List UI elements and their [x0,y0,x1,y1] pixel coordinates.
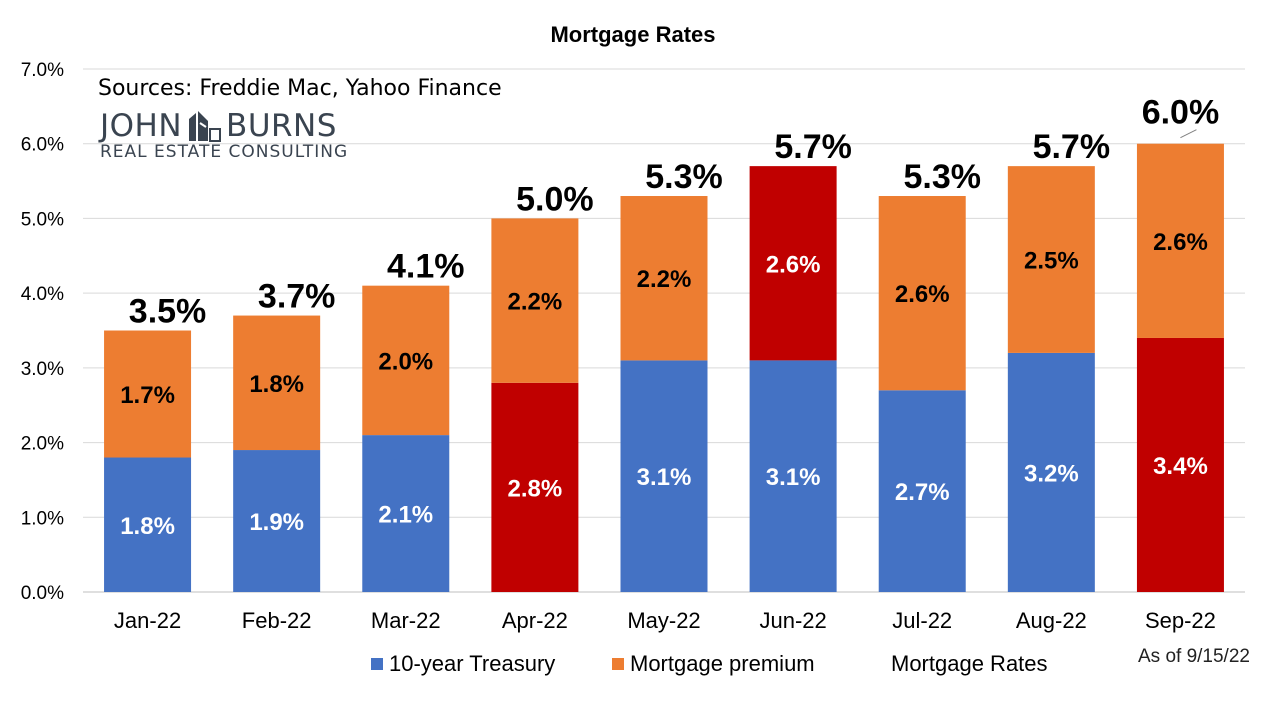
bar-treasury [104,457,192,592]
bar-premium [362,285,450,436]
legend-swatch-treasury [371,658,383,670]
data-label-premium: 2.6% [1153,229,1208,256]
bar-treasury [233,450,321,592]
bar-treasury [749,360,837,592]
x-tick-label: Apr-22 [502,608,568,633]
bar-premium [1136,143,1224,338]
bar-premium [878,196,966,391]
chart-title: Mortgage Rates [550,22,715,47]
bar-treasury [620,360,708,592]
x-tick-label: Feb-22 [242,608,312,633]
bar-treasury [1136,337,1224,592]
bar-treasury [1007,352,1095,592]
as-of-date: As of 9/15/22 [1138,646,1250,667]
logo-text-john: JOHN [100,108,183,144]
y-tick-label: 0.0% [21,583,64,604]
bar-premium [620,196,708,361]
legend-label-treasury: 10-year Treasury [389,651,555,676]
y-tick-label: 4.0% [21,284,64,305]
legend-label-premium: Mortgage premium [630,651,815,676]
data-label-treasury: 3.2% [1024,460,1079,487]
data-label-treasury: 2.7% [895,479,950,506]
data-label-premium: 1.7% [120,382,175,409]
legend-swatch-premium [612,658,624,670]
total-label: 5.7% [774,128,852,166]
total-label: 5.3% [903,158,981,196]
data-label-premium: 2.6% [895,281,950,308]
data-label-premium: 1.8% [249,371,304,398]
bar-premium [233,315,321,451]
bar-premium [749,166,837,361]
bar-treasury [878,390,966,592]
y-tick-label: 1.0% [21,508,64,529]
y-tick-label: 5.0% [21,209,64,230]
x-tick-label: Jan-22 [114,608,181,633]
data-label-premium: 2.5% [1024,248,1079,275]
logo-subtitle: REAL ESTATE CONSULTING [100,142,349,162]
logo-text-burns: BURNS [226,108,337,144]
data-label-treasury: 1.8% [120,513,175,540]
building-icon [189,111,222,142]
y-tick-label: 7.0% [21,60,64,81]
data-label-treasury: 3.1% [637,464,692,491]
data-label-treasury: 1.9% [249,509,304,536]
sources-note: Sources: Freddie Mac, Yahoo Finance [98,76,502,101]
bar-premium [491,218,579,383]
x-tick-label: Jun-22 [759,608,826,633]
total-label: 6.0% [1142,94,1220,132]
total-label: 3.5% [129,293,207,331]
data-label-treasury: 2.1% [378,502,433,529]
total-label: 5.7% [1033,128,1111,166]
x-tick-label: Sep-22 [1145,608,1216,633]
y-tick-label: 2.0% [21,434,64,455]
bar-premium [104,330,192,458]
total-leader-line [1180,129,1197,139]
legend-label-totals: Mortgage Rates [891,651,1048,676]
data-label-treasury: 2.8% [508,475,563,502]
data-label-premium: 2.6% [766,251,821,278]
bar-treasury [491,382,579,592]
data-label-premium: 2.2% [508,289,563,316]
bar-treasury [362,435,450,592]
data-label-premium: 2.0% [378,348,433,375]
total-label: 5.0% [516,180,594,218]
y-tick-label: 6.0% [21,135,64,156]
x-tick-label: Jul-22 [892,608,952,633]
bar-premium [1007,166,1095,353]
total-label: 4.1% [387,248,465,286]
total-label: 3.7% [258,278,336,316]
john-burns-logo: JOHN BURNS REAL ESTATE CONSULTING [100,108,348,162]
y-tick-label: 3.0% [21,359,64,380]
total-label: 5.3% [645,158,723,196]
data-label-treasury: 3.4% [1153,453,1208,480]
x-tick-label: Mar-22 [371,608,441,633]
x-tick-label: Aug-22 [1016,608,1087,633]
x-tick-label: May-22 [627,608,700,633]
data-label-premium: 2.2% [637,266,692,293]
data-label-treasury: 3.1% [766,464,821,491]
